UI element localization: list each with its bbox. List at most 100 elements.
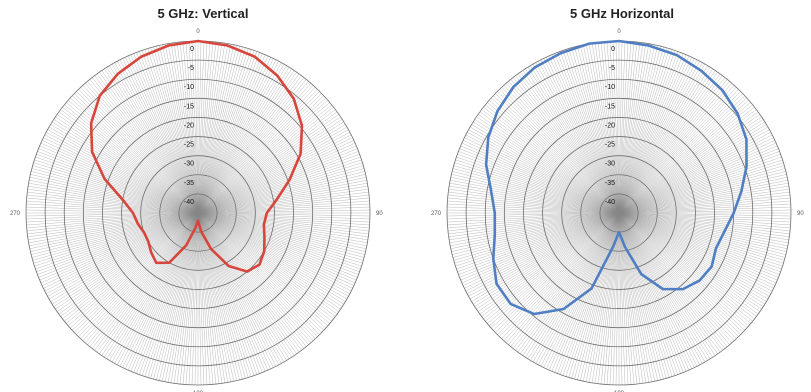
grid-spoke <box>197 212 229 383</box>
grid-spoke <box>447 212 620 223</box>
grid-spoke <box>43 137 199 214</box>
grid-spoke <box>94 75 199 214</box>
grid-spoke <box>543 58 620 214</box>
grid-spoke <box>197 212 358 278</box>
grid-spoke <box>483 212 620 320</box>
grid-spoke <box>197 212 348 300</box>
grid-spoke <box>70 97 199 214</box>
grid-spoke <box>618 191 790 214</box>
grid-spoke <box>197 212 223 384</box>
grid-spoke <box>525 68 620 214</box>
grid-spoke <box>618 45 658 214</box>
grid-spoke <box>197 212 287 361</box>
grid-spoke <box>465 134 620 214</box>
grid-spoke <box>197 212 302 351</box>
grid-spoke <box>618 212 767 302</box>
grid-spoke <box>44 134 199 214</box>
grid-spoke <box>618 212 759 315</box>
grid-spoke <box>618 212 755 320</box>
grid-spoke <box>487 102 620 214</box>
grid-spoke <box>535 62 620 214</box>
grid-spoke <box>197 212 357 281</box>
grid-spoke <box>508 212 620 345</box>
grid-spoke <box>197 212 208 385</box>
grid-spoke <box>618 102 751 214</box>
grid-spoke <box>197 97 326 214</box>
grid-spoke <box>122 58 199 214</box>
grid-spoke <box>618 68 713 214</box>
grid-spoke <box>618 212 775 286</box>
grid-spoke <box>197 72 297 214</box>
grid-spoke <box>197 212 214 385</box>
grid-spoke <box>26 212 199 220</box>
grid-spoke <box>618 41 623 214</box>
grid-spoke <box>117 61 199 214</box>
series-line-0 <box>89 39 304 273</box>
radial-tick-label: -5 <box>609 65 615 72</box>
grid-spoke <box>197 212 271 369</box>
grid-spoke <box>162 44 199 214</box>
grid-spoke <box>62 106 199 214</box>
grid-spoke <box>618 212 779 278</box>
grid-spoke <box>119 212 199 367</box>
grid-spoke <box>493 212 620 331</box>
grid-spoke <box>197 212 365 255</box>
grid-spoke <box>485 104 620 214</box>
grid-spoke <box>31 212 199 255</box>
grid-spoke <box>618 180 788 214</box>
grid-spoke <box>538 61 620 214</box>
grid-spoke <box>197 212 305 349</box>
grid-spoke <box>535 212 620 364</box>
radial-tick-label: 0 <box>611 46 615 53</box>
grid-spoke <box>618 212 655 382</box>
grid-spoke <box>618 212 788 249</box>
grid-spoke <box>197 212 226 383</box>
grid-spoke <box>522 70 620 214</box>
grid-spoke <box>568 212 620 378</box>
grid-spoke <box>458 212 620 275</box>
grid-spoke <box>591 43 620 214</box>
grid-spoke <box>460 212 620 281</box>
grid-spoke <box>127 212 199 371</box>
grid-spoke <box>165 44 199 214</box>
grid-spoke <box>197 212 314 341</box>
grid-spoke <box>197 145 357 214</box>
grid-spoke <box>130 54 199 214</box>
grid-spoke <box>42 212 199 286</box>
grid-spoke <box>447 212 620 220</box>
grid-spoke <box>26 212 199 232</box>
grid-spoke <box>153 212 199 380</box>
grid-spoke <box>594 42 620 214</box>
grid-spoke <box>447 194 620 214</box>
grid-spoke <box>530 212 620 361</box>
grid-spoke <box>197 212 336 317</box>
grid-spoke <box>80 87 199 214</box>
grid-spoke <box>197 41 214 214</box>
grid-spoke <box>478 114 620 214</box>
grid-spoke <box>562 50 620 214</box>
grid-spoke <box>618 212 673 377</box>
grid-spoke <box>27 188 199 214</box>
grid-spoke <box>618 43 650 214</box>
grid-spoke <box>493 95 620 214</box>
grid-spoke <box>618 212 667 379</box>
grid-spoke <box>197 104 332 214</box>
grid-spoke <box>618 145 778 214</box>
grid-spoke <box>467 212 620 294</box>
grid-spoke <box>122 212 199 368</box>
grid-ring <box>561 155 677 271</box>
grid-spoke <box>191 212 199 385</box>
grid-spoke <box>618 63 706 214</box>
grid-spoke <box>615 41 620 214</box>
grid-spoke <box>448 188 620 214</box>
grid-spoke <box>27 212 199 235</box>
grid-spoke <box>197 111 338 214</box>
grid-spoke <box>117 212 199 365</box>
grid-spoke <box>560 51 620 214</box>
grid-spoke <box>185 41 199 214</box>
grid-spoke <box>197 212 352 292</box>
grid-spoke <box>68 212 199 326</box>
grid-spoke <box>618 212 735 341</box>
angle-label: 0 <box>196 29 200 35</box>
grid-spoke <box>618 165 785 214</box>
